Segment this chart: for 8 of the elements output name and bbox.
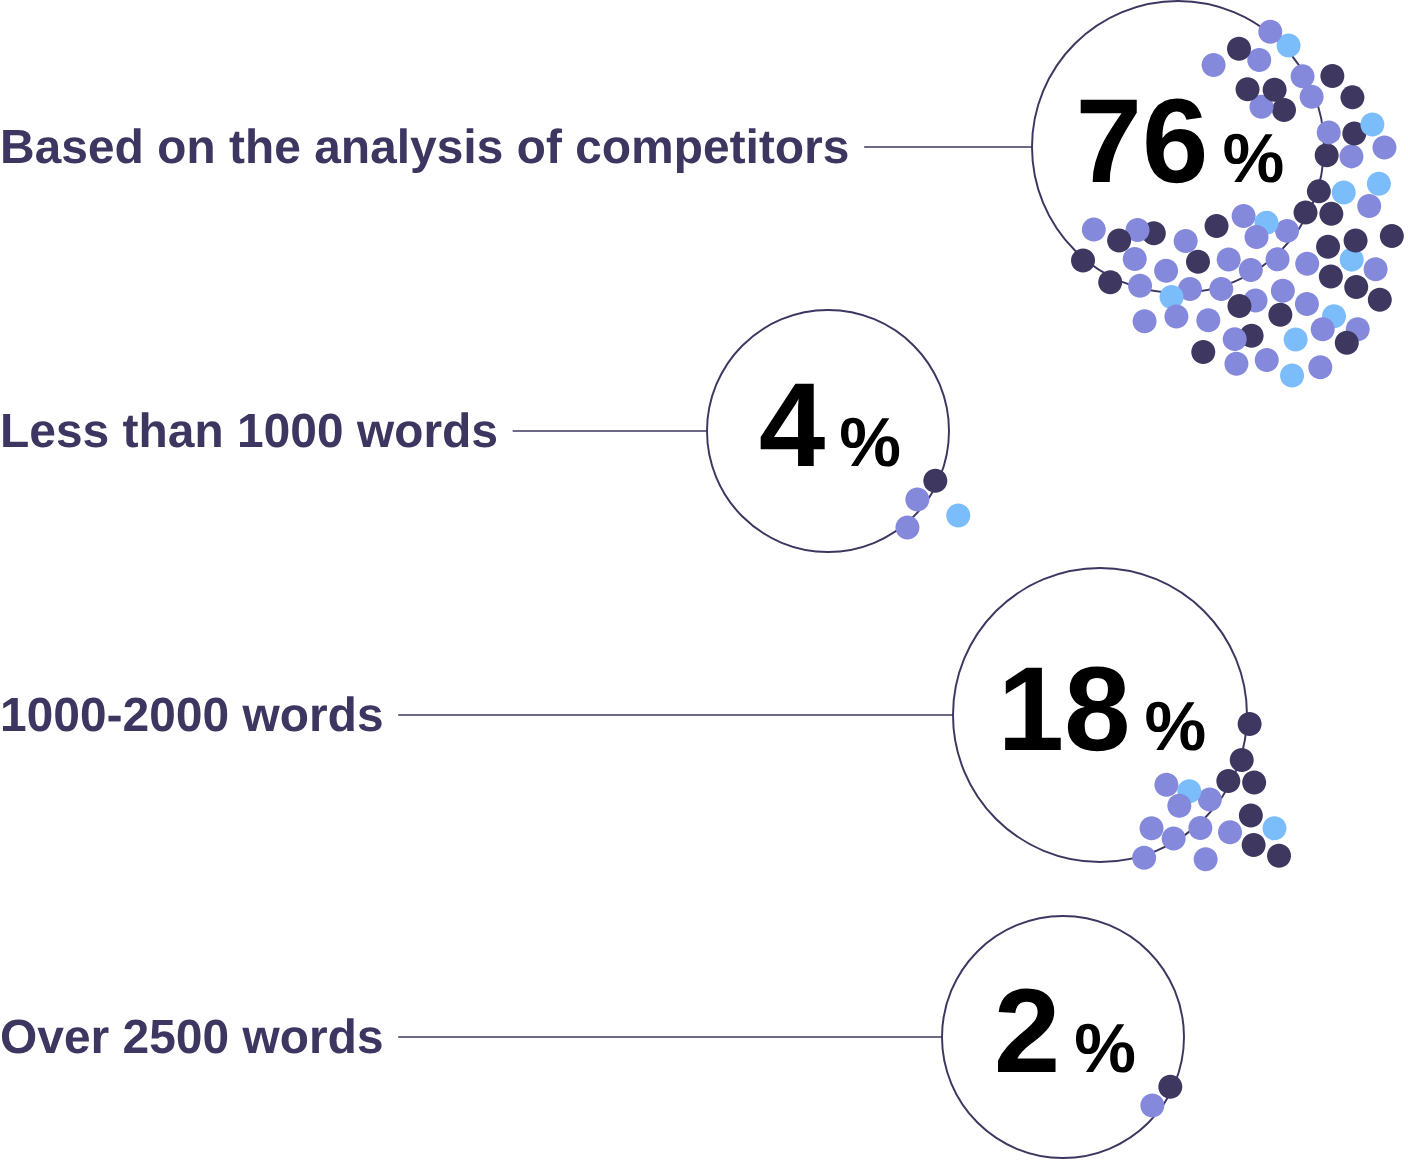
category-label: Based on the analysis of competitors xyxy=(3,128,848,173)
category-label: Less than 1000 words xyxy=(3,412,497,448)
data-label: 76 % xyxy=(1080,98,1283,184)
data-label: 4% xyxy=(760,383,900,467)
data-label: 2 % xyxy=(998,988,1135,1073)
category-label: 1000-2000 words xyxy=(3,696,382,732)
category-label: Over 2500 words xyxy=(1,1018,382,1054)
data-label: 18 % xyxy=(1005,666,1205,752)
